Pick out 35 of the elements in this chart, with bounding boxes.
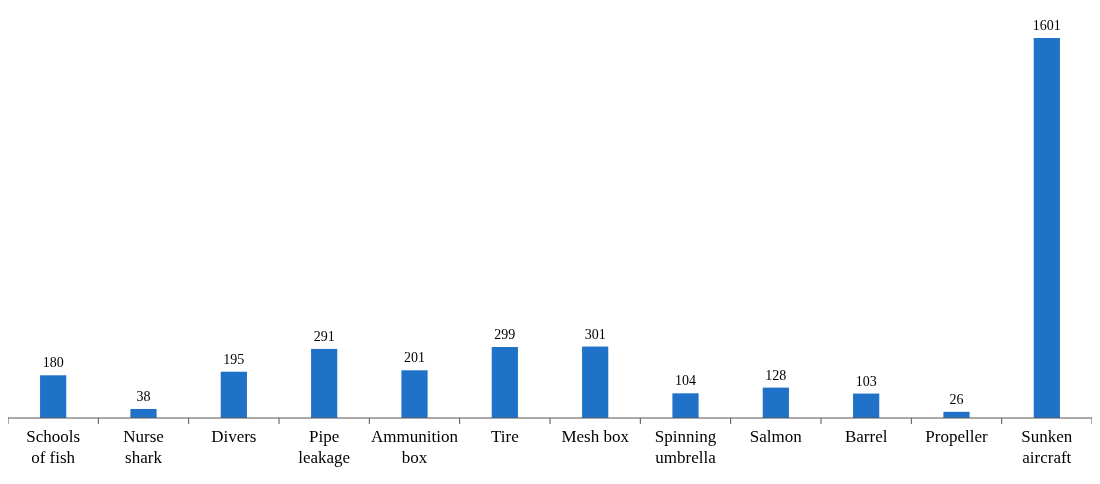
data-label: 301 [584, 326, 606, 342]
x-tick-label: Divers [211, 427, 257, 446]
bar [762, 387, 789, 418]
x-tick-label: Schools of fish [26, 427, 81, 467]
bar [491, 347, 518, 418]
x-tick-label: Propeller [925, 427, 988, 446]
x-tick-label: Sunken aircraft [1021, 427, 1073, 467]
x-tick-label: Tire [490, 427, 519, 446]
bar [401, 370, 428, 418]
data-label: 201 [404, 350, 425, 366]
x-tick-label: Spinning umbrella [654, 427, 717, 467]
x-tick-label: Pipe leakage [298, 427, 351, 467]
data-label: 180 [42, 355, 64, 371]
data-label: 103 [855, 373, 877, 389]
data-label: 38 [136, 388, 151, 404]
bar [582, 346, 609, 418]
bar [672, 393, 699, 418]
bar [130, 408, 157, 418]
bar [311, 348, 338, 418]
bar [40, 375, 67, 418]
data-label: 26 [949, 391, 964, 407]
x-tick-label: Nurse shark [123, 427, 164, 467]
bar [853, 393, 880, 418]
bar [1033, 38, 1060, 418]
data-label: 128 [765, 367, 787, 383]
x-tick-label: Barrel [844, 427, 888, 446]
x-tick-label: Mesh box [561, 427, 630, 446]
data-label: 1601 [1032, 18, 1061, 33]
x-tick-label: Salmon [749, 427, 803, 446]
data-label: 299 [494, 327, 516, 343]
bar [220, 371, 247, 418]
data-label: 195 [223, 351, 245, 367]
data-label: 104 [675, 373, 696, 389]
x-tick-label: Ammunition box [371, 427, 459, 467]
data-label: 291 [313, 328, 335, 344]
